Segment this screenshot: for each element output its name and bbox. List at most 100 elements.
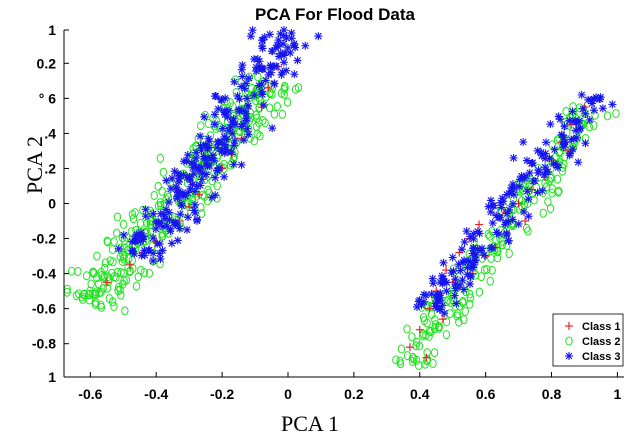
data-point — [196, 132, 205, 141]
data-point — [149, 209, 158, 218]
data-point — [446, 297, 454, 307]
data-point — [174, 169, 183, 178]
data-point — [293, 56, 302, 65]
x-tick-label: -0.4 — [144, 386, 168, 402]
data-point — [529, 177, 538, 186]
data-point — [277, 88, 286, 98]
data-point — [423, 354, 432, 364]
data-point — [89, 268, 98, 278]
data-point — [259, 116, 267, 126]
data-point — [519, 138, 528, 147]
data-point — [403, 324, 411, 334]
data-point — [537, 151, 546, 160]
data-point — [496, 198, 505, 207]
data-point — [273, 101, 282, 111]
data-point — [237, 65, 246, 74]
data-point — [585, 115, 594, 124]
data-point — [268, 124, 277, 133]
data-point — [442, 287, 451, 296]
data-point — [213, 137, 222, 146]
data-point — [568, 107, 577, 116]
data-point — [567, 135, 576, 144]
data-point — [220, 172, 229, 181]
data-point — [139, 232, 148, 241]
data-point — [200, 112, 209, 121]
data-point — [560, 122, 569, 131]
data-point — [425, 304, 434, 313]
data-point — [191, 187, 200, 196]
data-point — [420, 316, 429, 326]
data-point — [120, 236, 129, 246]
x-tick-label: 0.2 — [344, 386, 364, 402]
data-point — [486, 276, 494, 286]
data-point — [121, 306, 129, 316]
data-point — [176, 210, 185, 219]
data-point — [217, 96, 226, 105]
y-tick-label: -0.6 — [32, 301, 56, 317]
y-tick-label: -0.4 — [32, 266, 56, 282]
data-point — [572, 133, 581, 142]
data-point — [590, 121, 598, 131]
data-point — [210, 120, 219, 129]
data-point — [420, 297, 429, 306]
data-point — [608, 100, 617, 109]
data-point — [226, 98, 234, 108]
y-tick-label: -0.2 — [32, 231, 56, 247]
data-point — [270, 79, 279, 88]
chart-title: PCA For Flood Data — [255, 5, 415, 24]
data-point — [523, 187, 532, 196]
data-point — [166, 178, 174, 188]
data-point — [156, 255, 165, 264]
data-point — [183, 225, 192, 234]
data-point — [577, 90, 586, 99]
data-point — [431, 302, 440, 311]
data-point — [546, 120, 555, 129]
data-point — [508, 200, 517, 209]
x-tick-label: -0.6 — [78, 386, 102, 402]
data-point — [480, 251, 489, 260]
data-point — [185, 174, 194, 183]
data-point — [524, 195, 533, 204]
data-point — [553, 135, 562, 145]
data-point — [179, 191, 188, 200]
data-point — [94, 279, 103, 289]
data-point — [516, 204, 524, 214]
data-point — [197, 175, 206, 184]
data-point — [465, 289, 474, 299]
data-point — [430, 348, 439, 358]
data-point — [127, 227, 136, 237]
data-point — [314, 32, 323, 41]
data-point — [192, 216, 201, 225]
data-point — [92, 289, 100, 299]
data-point — [524, 226, 532, 236]
data-point — [248, 26, 257, 35]
data-point — [183, 213, 192, 222]
data-point — [427, 290, 436, 299]
data-point — [80, 289, 89, 299]
data-point — [572, 118, 581, 127]
x-tick-label: 0.6 — [476, 386, 496, 402]
y-tick-label: ° 6 — [39, 90, 56, 106]
data-point — [448, 253, 457, 262]
legend-label: Class 3 — [582, 351, 621, 363]
data-point — [484, 229, 492, 239]
legend-marker — [565, 336, 573, 346]
data-point — [120, 252, 128, 262]
data-point — [430, 324, 439, 334]
data-point — [211, 173, 220, 182]
data-point — [102, 278, 111, 287]
data-point — [237, 122, 246, 131]
data-point — [422, 353, 431, 362]
data-point — [438, 315, 447, 324]
data-point — [243, 94, 252, 103]
data-point — [129, 214, 138, 224]
data-point — [244, 74, 253, 83]
data-point — [175, 217, 184, 226]
data-point — [259, 101, 268, 110]
data-point — [418, 331, 427, 341]
data-point — [290, 39, 299, 48]
data-point — [229, 160, 238, 169]
data-point — [565, 116, 574, 125]
data-point — [82, 271, 91, 281]
data-point — [213, 143, 222, 152]
